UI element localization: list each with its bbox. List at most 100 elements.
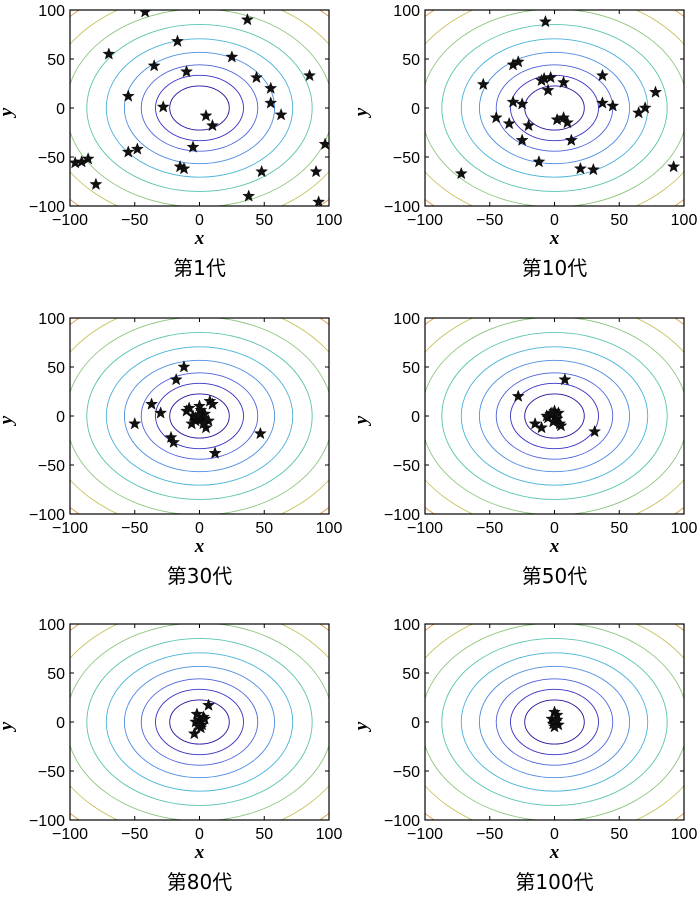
- contour-ring: [169, 699, 230, 745]
- data-point-star: [595, 96, 609, 109]
- x-tick-label: 100: [671, 520, 698, 537]
- x-tick-label: −100: [52, 520, 88, 537]
- contour-ring: [70, 10, 329, 206]
- data-point-star: [128, 417, 142, 430]
- plot-frame: [69, 9, 330, 207]
- chart-panel-6: −100 −50 0 50 100 100 50 0 −50 −100 x y 第100代: [325, 552, 700, 894]
- data-point-star: [312, 195, 326, 206]
- contour-ring: [325, 246, 700, 586]
- contour-ring: [105, 38, 294, 178]
- x-axis-label: x: [194, 228, 205, 249]
- data-point-star: [206, 118, 219, 132]
- data-point-star: [171, 34, 184, 47]
- data-point-star: [606, 99, 620, 112]
- contour-ring: [510, 688, 599, 756]
- x-tick-label: 0: [195, 212, 204, 229]
- contour-ring: [510, 74, 599, 142]
- x-axis-label: x: [194, 536, 205, 557]
- data-point-star: [502, 116, 516, 130]
- contour-ring: [495, 64, 614, 152]
- y-tick-label: −100: [29, 507, 65, 524]
- y-axis-label: y: [0, 415, 17, 426]
- data-point-star: [532, 155, 546, 168]
- contour-ring: [140, 64, 259, 152]
- data-point-star: [242, 189, 256, 202]
- data-point-star: [255, 164, 269, 178]
- x-tick-label: 0: [550, 520, 559, 537]
- data-point-star: [550, 713, 564, 726]
- data-point-star: [89, 177, 103, 190]
- generation-caption: 第50代: [522, 564, 587, 588]
- x-tick-label: −50: [476, 826, 503, 843]
- data-point-star: [558, 372, 572, 386]
- data-point-star: [185, 417, 199, 430]
- contour-ring: [86, 637, 313, 807]
- data-point-star: [198, 712, 212, 725]
- data-point-star: [573, 161, 587, 175]
- contour-ring: [155, 382, 244, 450]
- data-point-star: [191, 408, 205, 421]
- data-point-star: [164, 430, 178, 444]
- data-point-star: [138, 10, 152, 18]
- data-point-star: [588, 424, 602, 438]
- particle-points: [454, 14, 681, 180]
- contour-ring: [105, 652, 294, 792]
- data-point-star: [318, 137, 329, 150]
- data-point-star: [147, 59, 161, 72]
- data-point-star: [253, 426, 267, 440]
- x-tick-label: 50: [255, 826, 273, 843]
- data-point-star: [81, 152, 95, 165]
- contour-ring: [123, 51, 276, 165]
- x-tick-label: 100: [671, 212, 698, 229]
- contour-ring: [123, 359, 276, 473]
- y-axis-label: y: [351, 415, 372, 426]
- generation-caption: 第100代: [515, 870, 593, 894]
- particle-points: [545, 705, 565, 733]
- data-point-star: [564, 133, 578, 146]
- contour-ring: [524, 393, 585, 439]
- data-point-star: [554, 419, 568, 432]
- y-tick-label: 0: [56, 409, 65, 426]
- data-point-star: [186, 140, 200, 153]
- data-point-star: [515, 97, 529, 110]
- data-point-star: [454, 166, 468, 180]
- contour-ring: [325, 552, 700, 892]
- data-point-star: [180, 64, 193, 78]
- y-tick-label: −100: [29, 199, 65, 216]
- y-axis-label: y: [351, 107, 372, 118]
- x-tick-label: 50: [610, 520, 628, 537]
- x-tick-label: 50: [255, 520, 273, 537]
- y-axis-label: y: [351, 721, 372, 732]
- y-tick-label: 50: [402, 360, 420, 377]
- y-tick-label: −50: [38, 458, 65, 475]
- x-tick-label: 0: [550, 826, 559, 843]
- y-tick-label: 0: [411, 101, 420, 118]
- contour-ring: [441, 23, 668, 193]
- contour-lines: [70, 318, 329, 514]
- data-point-star: [511, 55, 525, 68]
- data-point-star: [202, 414, 216, 427]
- data-point-star: [528, 417, 542, 430]
- data-point-star: [489, 111, 503, 124]
- y-tick-label: −50: [393, 458, 420, 475]
- data-point-star: [476, 77, 490, 90]
- generation-caption: 第30代: [167, 564, 232, 588]
- data-point-star: [538, 14, 552, 28]
- data-point-star: [169, 372, 183, 386]
- y-tick-label: −50: [38, 150, 65, 167]
- contour-ring: [325, 0, 700, 278]
- x-axis-label: x: [549, 536, 560, 557]
- data-point-star: [595, 68, 609, 82]
- x-tick-label: 0: [195, 826, 204, 843]
- data-point-star: [511, 389, 525, 402]
- x-tick-label: −50: [121, 826, 148, 843]
- contour-lines: [325, 0, 700, 278]
- data-point-star: [194, 403, 208, 416]
- data-point-star: [274, 108, 288, 121]
- data-point-star: [199, 109, 213, 122]
- contour-ring: [441, 637, 668, 807]
- x-axis-label: x: [549, 842, 560, 863]
- data-point-star: [191, 719, 205, 732]
- contour-ring: [140, 678, 259, 766]
- y-tick-label: −100: [29, 813, 65, 830]
